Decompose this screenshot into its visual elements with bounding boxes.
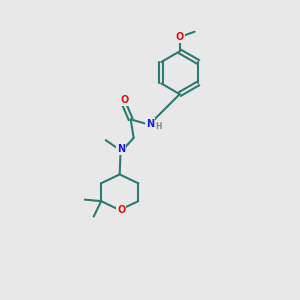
Text: O: O bbox=[117, 205, 125, 215]
Text: O: O bbox=[176, 32, 184, 42]
Text: N: N bbox=[146, 119, 154, 129]
Text: N: N bbox=[117, 144, 125, 154]
Text: H: H bbox=[156, 122, 162, 131]
Text: O: O bbox=[120, 95, 128, 105]
